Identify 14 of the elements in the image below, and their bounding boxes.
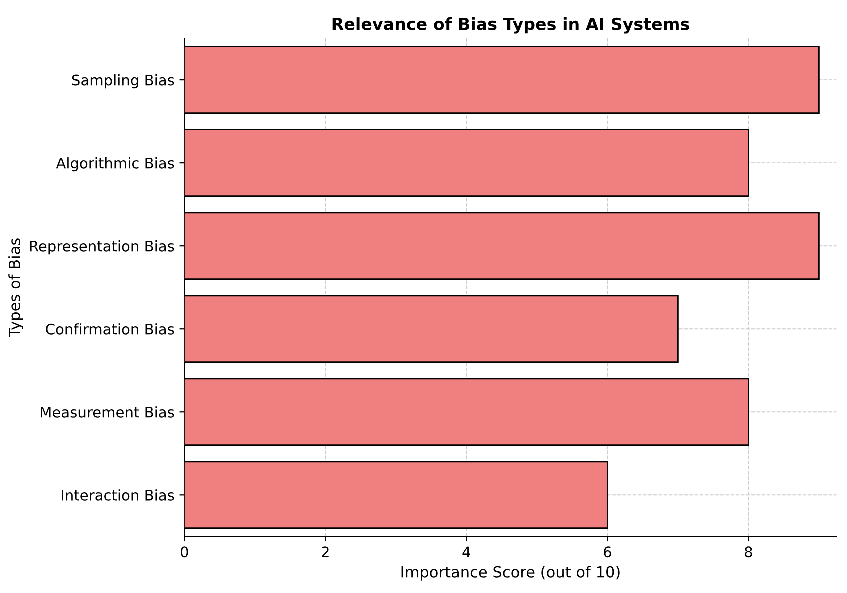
x-tick-label: 4 [462, 546, 470, 558]
x-tick-label: 0 [180, 546, 188, 558]
y-tick-label: Interaction Bias [62, 490, 174, 501]
y-tick-label: Confirmation Bias [46, 324, 174, 335]
y-tick-label: Representation Bias [30, 240, 174, 255]
x-tick-label: 6 [604, 546, 612, 558]
y-axis-title: Types of Bias [8, 238, 24, 338]
y-tick-label: Measurement Bias [41, 406, 174, 418]
x-tick-label: 2 [322, 546, 329, 558]
x-tick-label: 8 [745, 546, 752, 558]
y-tick-label: Sampling Bias [72, 74, 174, 89]
chart-title: Relevance of Bias Types in AI Systems [332, 18, 690, 34]
x-axis-title: Importance Score (out of 10) [402, 566, 620, 581]
y-tick-label: Algorithmic Bias [56, 158, 174, 172]
